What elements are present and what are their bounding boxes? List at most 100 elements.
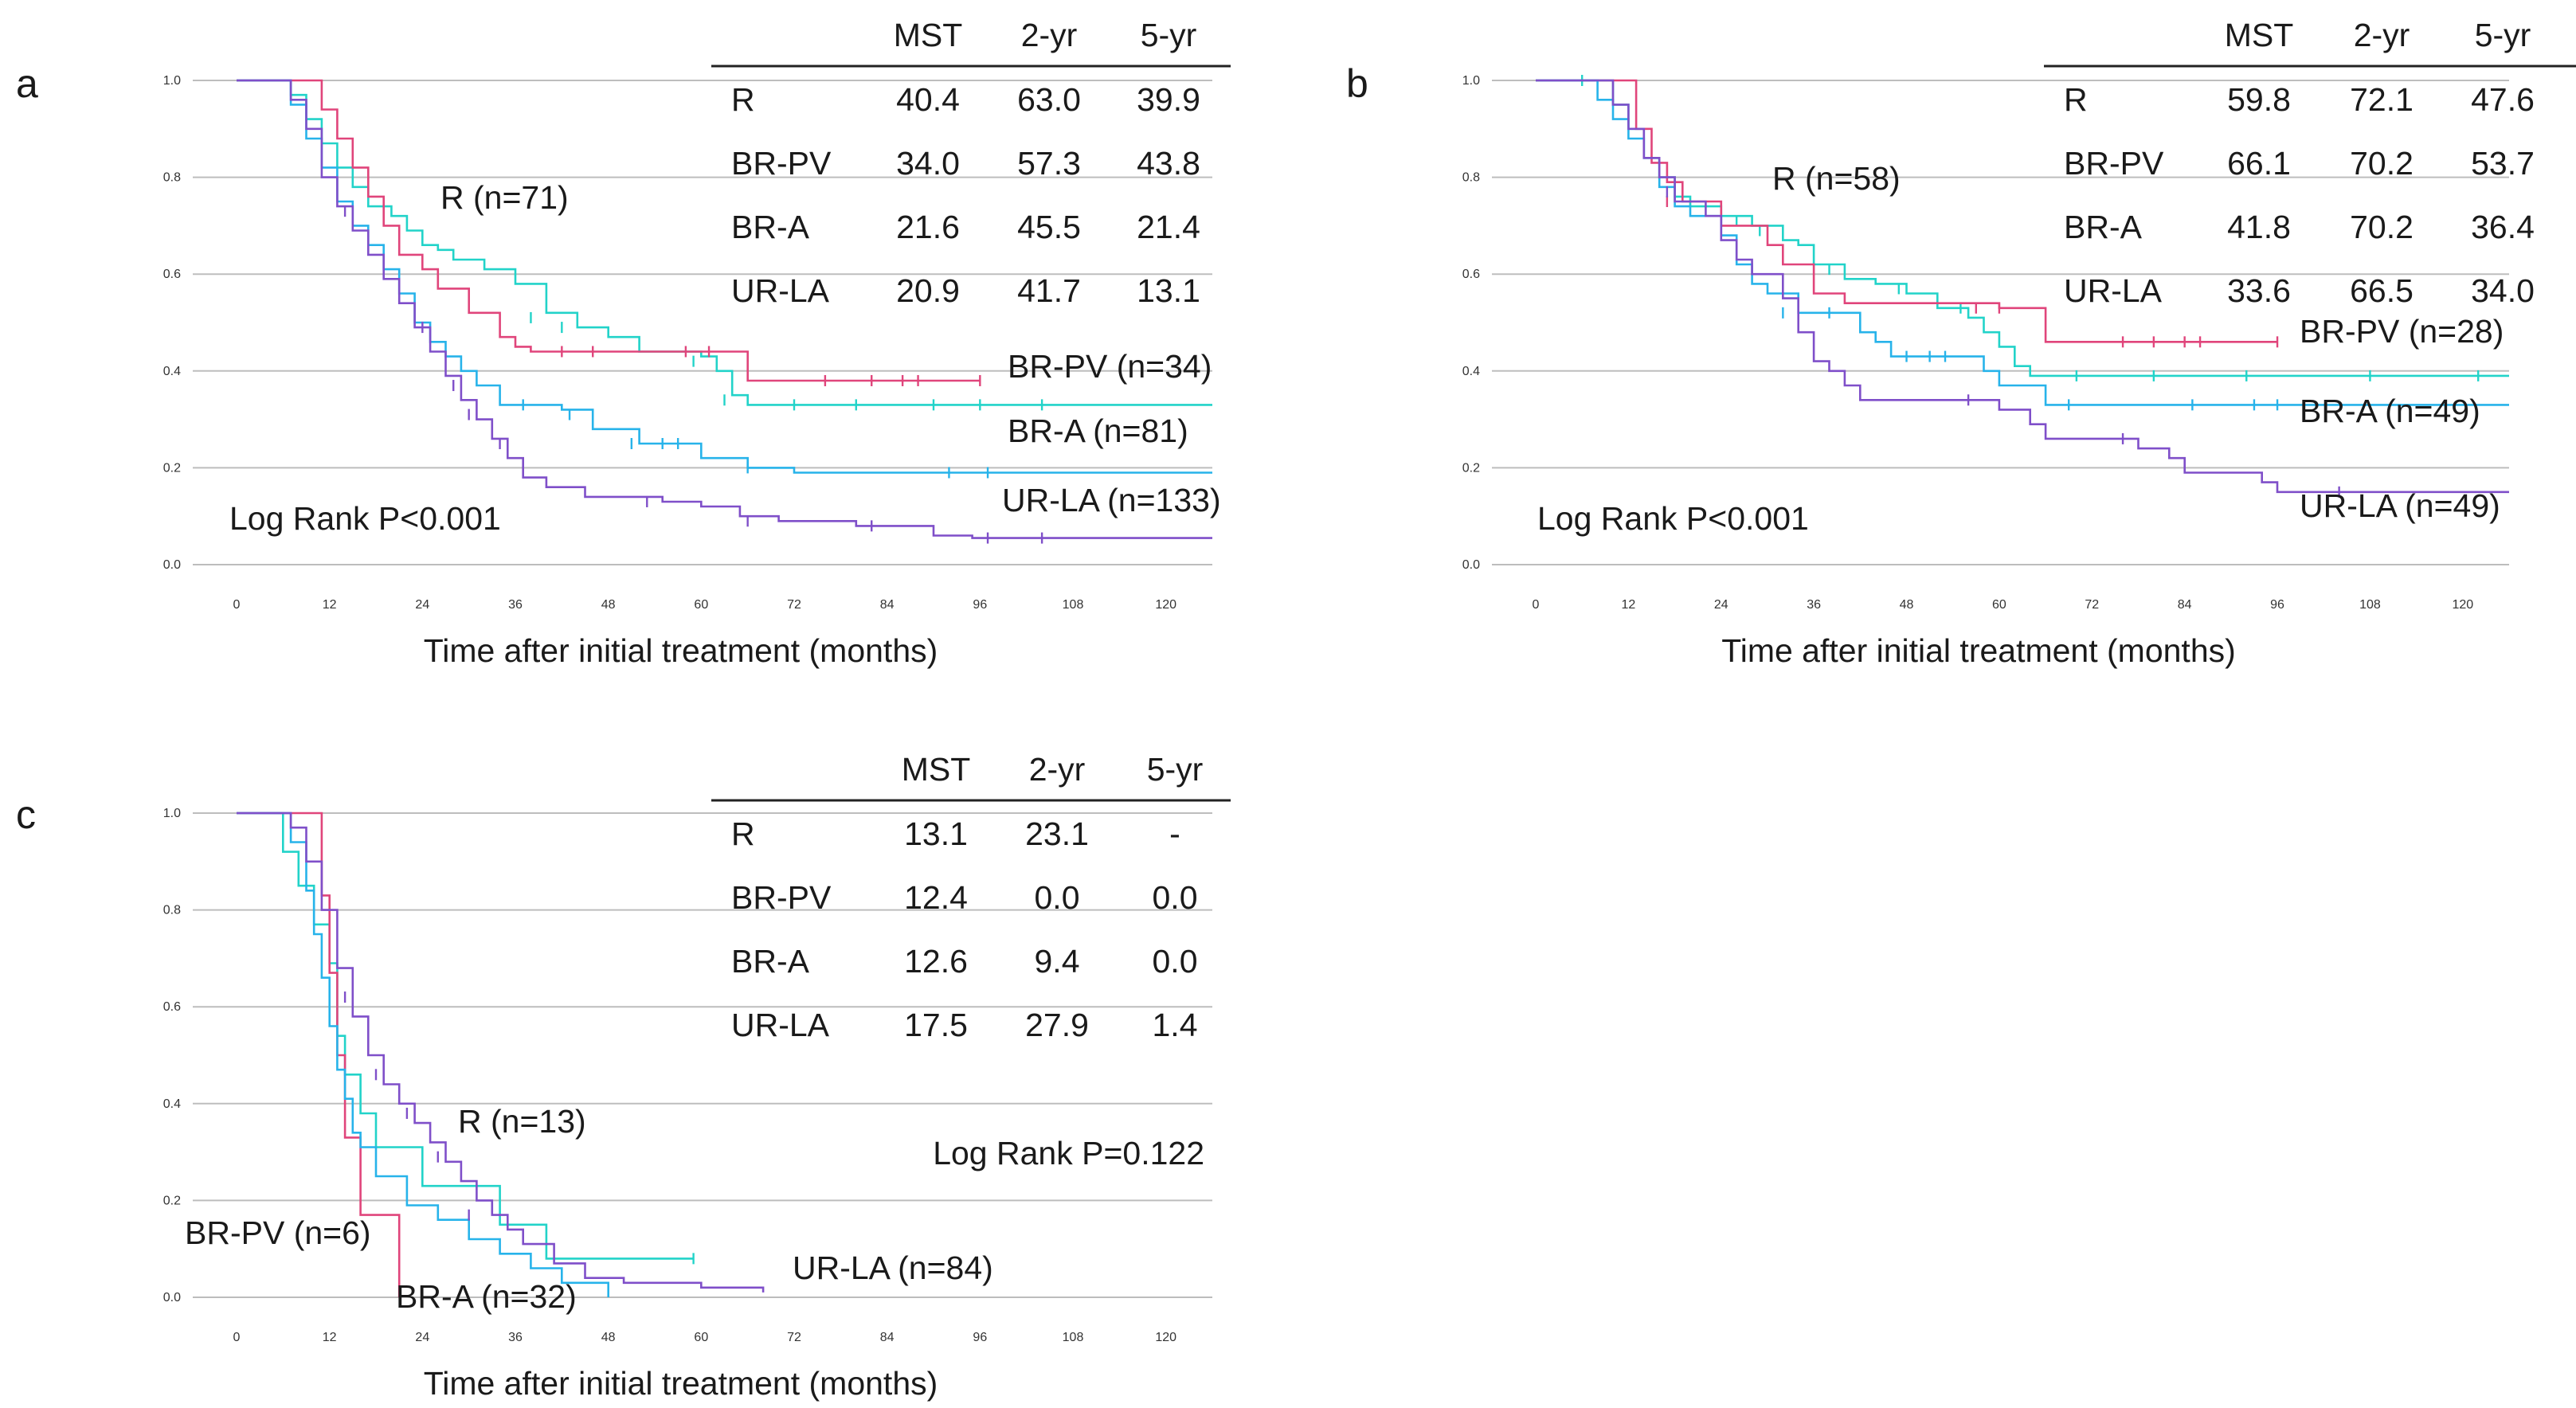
table-cell: 70.2 (2350, 145, 2414, 182)
x-tick-label: 96 (973, 598, 987, 612)
y-tick-label: 0.8 (1462, 171, 1480, 185)
table-header: MST (2225, 17, 2294, 53)
y-tick-label: 0.6 (163, 268, 181, 281)
panel-letter: b (1346, 61, 1368, 106)
series-label-br-pv: BR-PV (n=34) (1008, 348, 1212, 385)
table-row-group: UR-LA (731, 272, 830, 309)
table-cell: 34.0 (896, 145, 960, 182)
table-header: MST (894, 17, 963, 53)
x-axis-title: Time after initial treatment (months) (1721, 632, 2236, 669)
x-tick-label: 108 (2359, 598, 2381, 612)
x-tick-label: 60 (1992, 598, 2006, 612)
x-tick-label: 120 (1155, 1331, 1176, 1344)
y-tick-label: 0.6 (163, 1000, 181, 1014)
y-tick-label: 0.4 (1462, 365, 1480, 378)
table-cell: 21.4 (1137, 209, 1200, 245)
y-tick-label: 0.2 (163, 1194, 181, 1207)
table-cell: 57.3 (1017, 145, 1081, 182)
x-tick-label: 72 (2085, 598, 2099, 612)
y-tick-label: 0.0 (163, 1291, 181, 1304)
table-cell: 12.4 (904, 879, 968, 916)
log-rank-annotation: Log Rank P<0.001 (229, 500, 501, 537)
series-label-r: R (n=71) (440, 179, 569, 216)
table-header: 2-yr (1029, 751, 1086, 788)
y-tick-label: 0.8 (163, 904, 181, 917)
table-cell: 59.8 (2227, 81, 2291, 118)
series-label-br-a: BR-A (n=49) (2300, 393, 2480, 429)
series-line-br-pv (237, 79, 981, 382)
x-tick-label: 48 (601, 598, 616, 612)
table-cell: 23.1 (1025, 815, 1089, 852)
table-cell: 0.0 (1153, 943, 1198, 980)
panel-letter: a (16, 61, 38, 106)
table-cell: 1.4 (1153, 1007, 1198, 1043)
table-row-group: BR-PV (731, 145, 832, 182)
table-header: 5-yr (2475, 17, 2531, 53)
series-line-r (237, 79, 1212, 406)
table-cell: 20.9 (896, 272, 960, 309)
y-tick-label: 1.0 (1462, 74, 1480, 88)
x-tick-label: 96 (2270, 598, 2284, 612)
table-cell: 13.1 (904, 815, 968, 852)
x-tick-label: 96 (973, 1331, 987, 1344)
x-tick-label: 72 (787, 598, 801, 612)
y-tick-label: 0.0 (163, 558, 181, 572)
table-cell: 45.5 (1017, 209, 1081, 245)
table-row-group: R (731, 81, 755, 118)
table-cell: 70.2 (2350, 209, 2414, 245)
series-label-r: R (n=13) (458, 1103, 586, 1140)
x-tick-label: 120 (1155, 598, 1176, 612)
table-cell: 53.7 (2471, 145, 2535, 182)
series-label-br-pv: BR-PV (n=28) (2300, 313, 2504, 350)
series-label-ur-la: UR-LA (n=84) (793, 1250, 993, 1286)
x-tick-label: 72 (787, 1331, 801, 1344)
panel-letter: c (16, 792, 36, 837)
y-tick-label: 0.4 (163, 1097, 181, 1111)
table-cell: 72.1 (2350, 81, 2414, 118)
table-cell: 66.1 (2227, 145, 2291, 182)
x-tick-label: 48 (1900, 598, 1914, 612)
table-cell: 33.6 (2227, 272, 2291, 309)
x-tick-label: 108 (1063, 1331, 1084, 1344)
series-label-br-a: BR-A (n=81) (1008, 413, 1188, 449)
x-tick-label: 84 (2178, 598, 2192, 612)
table-row-group: BR-A (2064, 209, 2143, 245)
table-row-group: R (2064, 81, 2088, 118)
x-tick-label: 0 (233, 598, 241, 612)
table-cell: 12.6 (904, 943, 968, 980)
x-tick-label: 120 (2452, 598, 2473, 612)
series-label-br-pv: BR-PV (n=6) (185, 1214, 371, 1251)
table-row-group: BR-A (731, 943, 810, 980)
x-tick-label: 24 (415, 598, 429, 612)
x-tick-label: 24 (415, 1331, 429, 1344)
table-cell: 41.8 (2227, 209, 2291, 245)
x-tick-label: 36 (1807, 598, 1821, 612)
panel-c: c 0.0 0.2 0.4 0.6 0.8 1.0 0 12 24 36 48 60 72 84 96 108 1… (16, 751, 1231, 1402)
table-cell: - (1169, 815, 1180, 852)
table-cell: 0.0 (1035, 879, 1080, 916)
table-row-group: UR-LA (2064, 272, 2163, 309)
table-cell: 21.6 (896, 209, 960, 245)
y-tick-label: 0.0 (1462, 558, 1480, 572)
x-tick-label: 60 (694, 1331, 708, 1344)
x-tick-label: 84 (880, 598, 895, 612)
y-tick-label: 0.6 (1462, 268, 1480, 281)
series-line-ur-la (237, 812, 765, 1293)
x-tick-label: 12 (1621, 598, 1635, 612)
table-cell: 34.0 (2471, 272, 2535, 309)
table-row-group: BR-A (731, 209, 810, 245)
table-cell: 13.1 (1137, 272, 1200, 309)
x-tick-label: 12 (323, 1331, 337, 1344)
panel-a: a 0.0 0.2 0.4 0.6 0.8 1.0 0 12 24 36 48 60 72 84 96 108 1… (16, 17, 1231, 669)
table-cell: 40.4 (896, 81, 960, 118)
series-label-r: R (n=58) (1772, 160, 1901, 197)
series-line-ur-la (1536, 79, 2509, 494)
table-header: 5-yr (1147, 751, 1204, 788)
x-tick-label: 24 (1714, 598, 1728, 612)
y-tick-label: 1.0 (163, 74, 181, 88)
table-cell: 47.6 (2471, 81, 2535, 118)
table-row-group: BR-PV (731, 879, 832, 916)
y-tick-label: 0.4 (163, 365, 181, 378)
series-line-br-pv (1536, 79, 2277, 343)
x-tick-label: 84 (880, 1331, 895, 1344)
